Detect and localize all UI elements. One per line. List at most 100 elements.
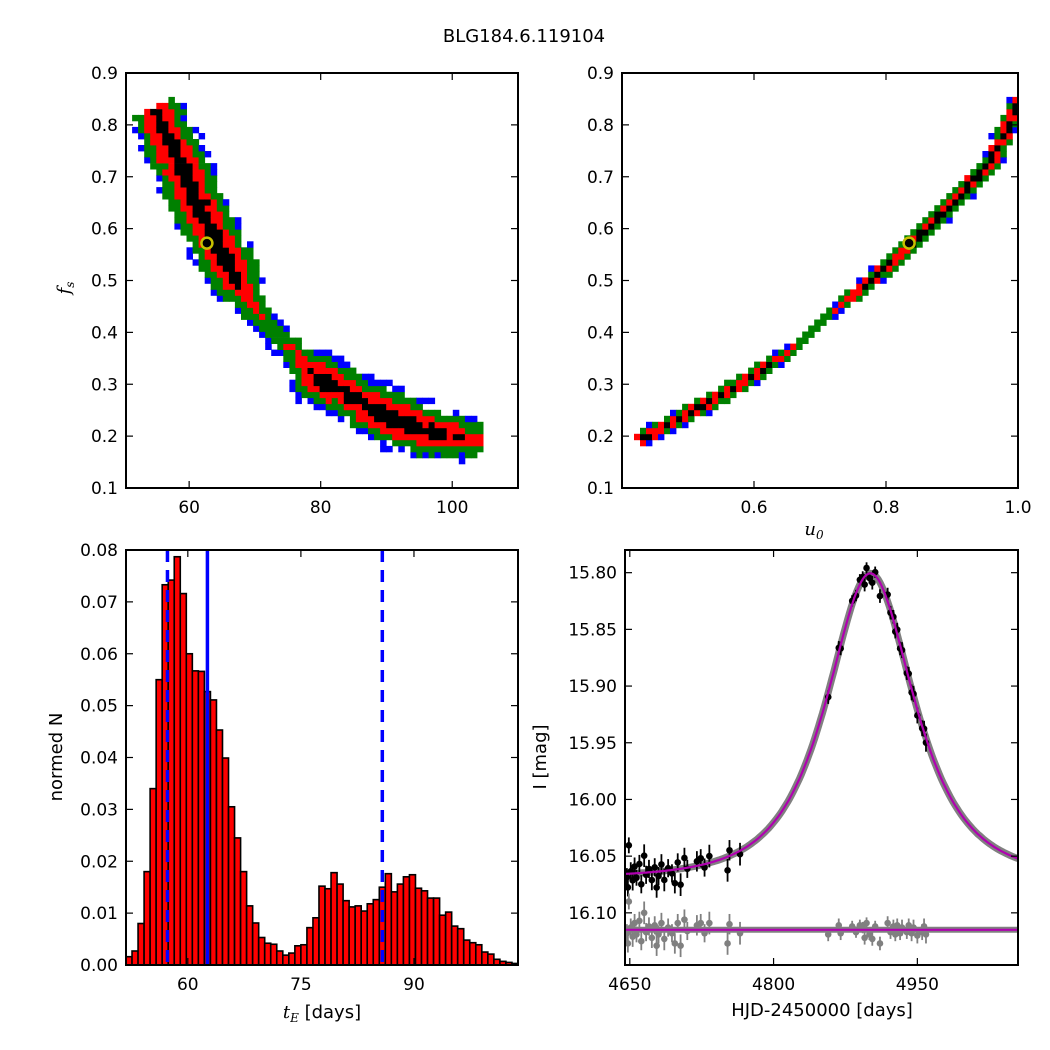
likelihood-cell bbox=[398, 445, 405, 453]
likelihood-cell bbox=[928, 229, 935, 236]
likelihood-cell bbox=[952, 193, 959, 200]
histogram-bar bbox=[131, 950, 139, 965]
likelihood-cell bbox=[784, 349, 791, 356]
likelihood-cell bbox=[192, 199, 200, 206]
data-point bbox=[869, 579, 876, 587]
likelihood-cell bbox=[362, 397, 369, 405]
likelihood-cell bbox=[253, 307, 260, 314]
likelihood-cell bbox=[820, 313, 827, 320]
likelihood-cell bbox=[374, 427, 381, 435]
likelihood-cell bbox=[198, 151, 206, 158]
likelihood-cell bbox=[156, 126, 163, 134]
likelihood-cell bbox=[428, 421, 436, 429]
likelihood-cell bbox=[355, 373, 363, 381]
likelihood-cell bbox=[192, 126, 200, 134]
likelihood-cell bbox=[228, 259, 236, 266]
likelihood-cell bbox=[916, 229, 923, 236]
likelihood-cell bbox=[186, 217, 193, 224]
likelihood-cell bbox=[192, 175, 200, 182]
y-tick-label: 0.06 bbox=[80, 645, 118, 665]
likelihood-cell bbox=[247, 319, 254, 326]
likelihood-cell bbox=[331, 373, 339, 381]
likelihood-cell bbox=[934, 205, 941, 212]
x-tick-label: 75 bbox=[290, 975, 312, 995]
likelihood-cell bbox=[319, 397, 327, 405]
likelihood-cell bbox=[374, 433, 381, 441]
likelihood-cell bbox=[1006, 126, 1013, 134]
likelihood-cell bbox=[386, 409, 393, 417]
likelihood-cell bbox=[168, 133, 175, 140]
likelihood-cell bbox=[368, 391, 375, 399]
likelihood-cell bbox=[216, 283, 224, 290]
likelihood-cell bbox=[958, 181, 965, 188]
histogram-bar bbox=[191, 670, 200, 965]
likelihood-cell bbox=[289, 361, 296, 368]
residual-point bbox=[726, 920, 733, 928]
likelihood-cell bbox=[410, 409, 417, 417]
likelihood-cell bbox=[283, 361, 290, 368]
likelihood-cell bbox=[216, 295, 224, 302]
likelihood-cell bbox=[398, 421, 405, 429]
y-tick-label: 15.90 bbox=[568, 677, 617, 697]
likelihood-cell bbox=[289, 379, 296, 387]
likelihood-cell bbox=[138, 145, 145, 152]
likelihood-cell bbox=[295, 379, 302, 387]
likelihood-cell bbox=[392, 397, 399, 405]
likelihood-cell bbox=[355, 409, 363, 417]
likelihood-cell bbox=[216, 271, 224, 278]
likelihood-cell bbox=[880, 259, 887, 266]
likelihood-cell bbox=[392, 427, 399, 435]
histogram-bar bbox=[456, 927, 465, 965]
likelihood-cell bbox=[368, 409, 375, 417]
likelihood-cell bbox=[422, 445, 429, 453]
likelihood-cell bbox=[380, 379, 387, 387]
likelihood-cell bbox=[796, 337, 803, 344]
likelihood-cell bbox=[319, 373, 327, 381]
data-point bbox=[668, 870, 676, 877]
likelihood-cell bbox=[392, 403, 399, 411]
likelihood-cell bbox=[259, 313, 266, 320]
likelihood-cell bbox=[404, 415, 411, 423]
likelihood-cell bbox=[658, 427, 665, 435]
likelihood-cell bbox=[138, 114, 145, 122]
likelihood-cell bbox=[446, 421, 454, 429]
likelihood-cell bbox=[1006, 102, 1013, 110]
residual-point bbox=[876, 940, 884, 947]
likelihood-cell bbox=[712, 397, 719, 405]
likelihood-cell bbox=[174, 211, 181, 218]
x-tick-label: 100 bbox=[436, 498, 468, 518]
likelihood-cell bbox=[664, 421, 671, 429]
likelihood-cell bbox=[168, 181, 175, 188]
likelihood-cell bbox=[210, 193, 218, 200]
likelihood-cell bbox=[892, 265, 899, 272]
likelihood-cell bbox=[289, 343, 296, 350]
axes-frame bbox=[624, 549, 1019, 966]
likelihood-cell bbox=[994, 157, 1001, 164]
likelihood-cell bbox=[192, 217, 200, 224]
residual-point bbox=[871, 923, 879, 930]
likelihood-cell bbox=[658, 433, 665, 441]
likelihood-cell bbox=[862, 277, 869, 284]
likelihood-cell bbox=[210, 259, 218, 266]
best-fit-marker bbox=[902, 236, 916, 250]
likelihood-cell bbox=[228, 289, 236, 296]
likelihood-cell bbox=[422, 427, 429, 435]
likelihood-cell bbox=[343, 373, 351, 381]
likelihood-cell bbox=[760, 373, 767, 381]
likelihood-cell bbox=[204, 199, 212, 206]
likelihood-cell bbox=[210, 181, 218, 188]
likelihood-cell bbox=[168, 187, 175, 194]
likelihood-cell bbox=[241, 259, 248, 266]
likelihood-cell bbox=[271, 337, 278, 344]
likelihood-cell bbox=[216, 217, 224, 224]
likelihood-cell bbox=[228, 241, 236, 248]
likelihood-cell bbox=[736, 373, 743, 381]
likelihood-cell bbox=[850, 295, 857, 302]
likelihood-cell bbox=[940, 205, 947, 212]
likelihood-cell bbox=[156, 157, 163, 164]
likelihood-cell bbox=[295, 343, 302, 350]
histogram-bar bbox=[300, 943, 308, 965]
likelihood-cell bbox=[1000, 126, 1007, 134]
y-tick-label: 15.80 bbox=[568, 564, 617, 584]
likelihood-cell bbox=[374, 379, 381, 387]
